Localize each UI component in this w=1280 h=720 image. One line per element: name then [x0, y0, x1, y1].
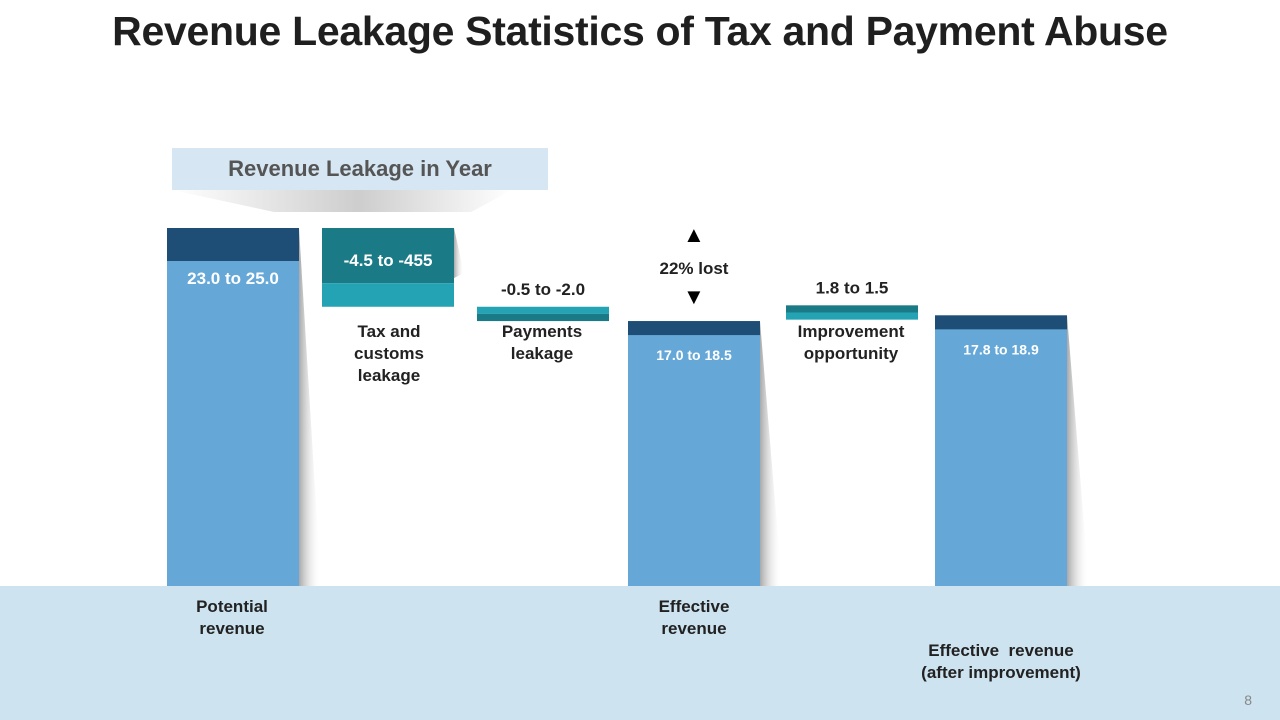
- bar-4: [786, 305, 918, 313]
- label-payments-leakage: Payments leakage: [501, 322, 583, 363]
- bar-band-4: [786, 312, 918, 320]
- label-effective-revenue: Effective revenue: [658, 597, 730, 638]
- bar-shadow: [1067, 315, 1089, 586]
- bar-shadow: [299, 228, 321, 586]
- page-title: Revenue Leakage Statistics of Tax and Pa…: [112, 8, 1168, 54]
- percent-lost-label: 22% lost: [659, 259, 729, 278]
- bar-5: [935, 315, 1067, 586]
- data-label-5: 17.8 to 18.9: [963, 341, 1039, 357]
- data-label-3: 17.0 to 18.5: [656, 347, 732, 363]
- chart-subtitle: Revenue Leakage in Year: [172, 148, 548, 190]
- label-effective-revenue-after: Effective revenue (after improvement): [921, 641, 1081, 682]
- bar-cap-3: [628, 321, 760, 336]
- page-number: 8: [1244, 692, 1252, 708]
- floor-band: [0, 586, 1280, 720]
- bar-2: [477, 306, 609, 314]
- bar-1: [322, 228, 454, 284]
- data-label-4: 1.8 to 1.5: [816, 278, 889, 297]
- arrow-up-icon: ▲: [683, 222, 705, 247]
- data-label-1: -4.5 to -455: [344, 251, 433, 270]
- bar-3: [628, 321, 760, 586]
- bar-shadow: [454, 228, 464, 278]
- data-label-2: -0.5 to -2.0: [501, 280, 585, 299]
- arrow-down-icon: ▼: [683, 284, 705, 309]
- data-label-0: 23.0 to 25.0: [187, 269, 279, 288]
- bar-shadow: [760, 321, 782, 586]
- bar-0: [167, 228, 299, 586]
- label-tax-customs-leakage: Tax and customs leakage: [354, 322, 424, 385]
- bar-cap-5: [935, 315, 1067, 330]
- bar-cap-0: [167, 228, 299, 261]
- bar-band-1: [322, 283, 454, 307]
- label-potential-revenue: Potential revenue: [196, 597, 268, 638]
- bar-band-2: [477, 313, 609, 322]
- label-improvement-opportunity: Improvement opportunity: [797, 322, 905, 363]
- subtitle-shadow: [172, 190, 512, 212]
